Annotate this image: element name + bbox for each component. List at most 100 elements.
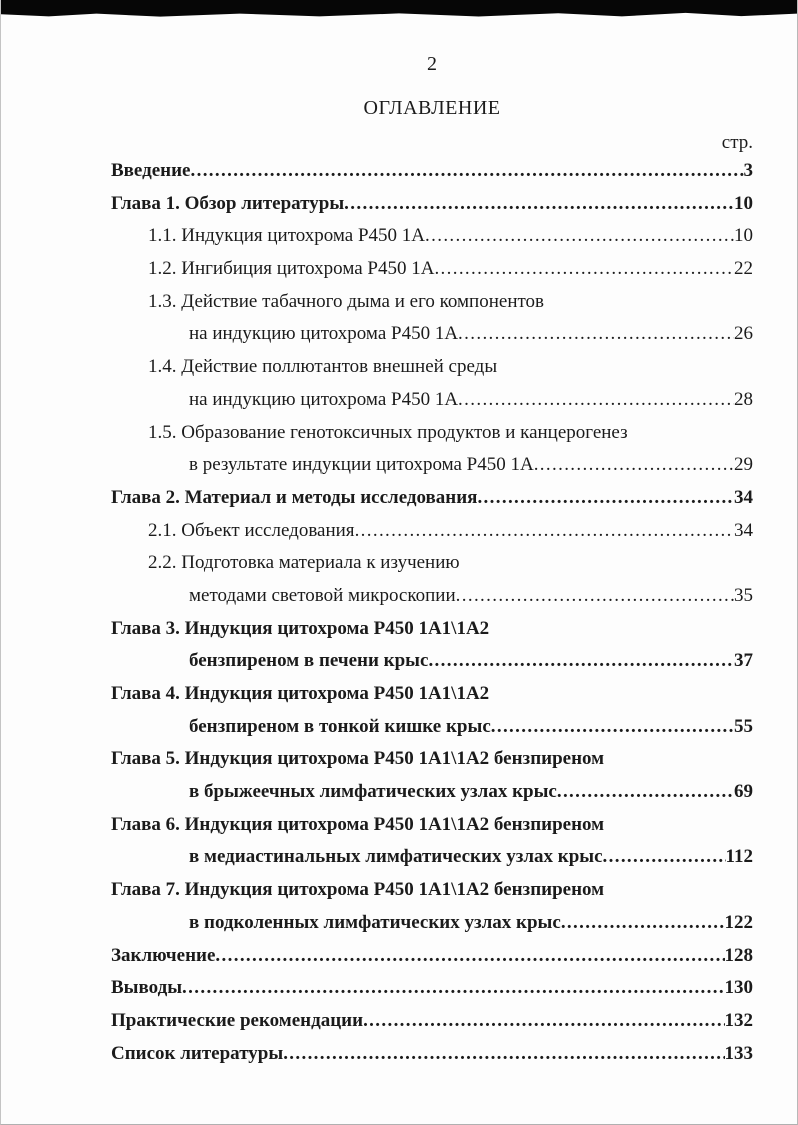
toc-page-number: 55 bbox=[734, 715, 753, 737]
toc-entry-text: 1.3. Действие табачного дыма и его компо… bbox=[148, 290, 545, 312]
toc-row: методами световой микроскопии 35 bbox=[111, 580, 753, 613]
toc-row: 1.1. Индукция цитохрома P450 1A 10 bbox=[111, 220, 753, 253]
toc-page-number: 130 bbox=[724, 977, 754, 999]
dot-leader bbox=[428, 645, 734, 678]
toc-row: 1.5. Образование генотоксичных продуктов… bbox=[111, 417, 753, 450]
toc-entry-text: в брыжеечных лимфатических узлах крыс bbox=[189, 781, 557, 803]
dot-leader bbox=[561, 907, 725, 940]
toc-entry-text: в результате индукции цитохрома P450 1A bbox=[189, 454, 534, 476]
toc-page-number: 28 bbox=[734, 388, 753, 410]
toc-row: 1.3. Действие табачного дыма и его компо… bbox=[111, 286, 753, 319]
toc-entry-text: методами световой микроскопии bbox=[189, 584, 456, 606]
toc-row: Глава 3. Индукция цитохрома P450 1A1\1A2 bbox=[111, 613, 753, 646]
dot-leader bbox=[283, 1038, 724, 1071]
dot-leader bbox=[425, 220, 734, 253]
toc-row: Глава 7. Индукция цитохрома P450 1A1\1A2… bbox=[111, 874, 753, 907]
toc-entry-text: на индукцию цитохрома P450 1A bbox=[189, 323, 459, 345]
table-of-contents: Введение3Глава 1. Обзор литературы101.1.… bbox=[111, 155, 753, 1070]
toc-row: на индукцию цитохрома P450 1A 26 bbox=[111, 318, 753, 351]
dot-leader bbox=[191, 155, 744, 188]
toc-entry-text: 1.1. Индукция цитохрома P450 1A bbox=[148, 225, 426, 247]
toc-page-number: 34 bbox=[734, 519, 753, 541]
dot-leader bbox=[215, 940, 724, 973]
toc-page-number: 22 bbox=[734, 258, 753, 280]
toc-page-number: 122 bbox=[724, 911, 754, 933]
toc-page-number: 29 bbox=[734, 454, 753, 476]
toc-page-number: 133 bbox=[724, 1042, 754, 1064]
dot-leader bbox=[363, 1005, 724, 1038]
scan-artifact-band bbox=[1, 0, 797, 17]
toc-entry-text: в медиастинальных лимфатических узлах кр… bbox=[189, 846, 603, 868]
toc-row: Глава 4. Индукция цитохрома P450 1A1\1A2 bbox=[111, 678, 753, 711]
toc-row: Глава 2. Материал и методы исследования 3… bbox=[111, 482, 753, 515]
toc-entry-text: Введение bbox=[111, 160, 191, 181]
toc-entry-text: 2.2. Подготовка материала к изучению bbox=[148, 552, 460, 574]
toc-page-number: 3 bbox=[743, 160, 754, 181]
dot-leader bbox=[434, 253, 734, 286]
toc-row: 1.4. Действие поллютантов внешней среды bbox=[111, 351, 753, 384]
toc-page-number: 26 bbox=[734, 323, 753, 345]
toc-row: бензпиреном в печени крыс 37 bbox=[111, 645, 753, 678]
toc-entry-text: бензпиреном в тонкой кишке крыс bbox=[189, 715, 491, 737]
toc-row: 2.1. Объект исследования 34 bbox=[111, 515, 753, 548]
toc-entry-text: Глава 1. Обзор литературы bbox=[111, 192, 345, 214]
dot-leader bbox=[603, 841, 726, 874]
toc-row: Глава 1. Обзор литературы 10 bbox=[111, 188, 753, 221]
toc-page-number: 128 bbox=[724, 944, 754, 966]
toc-entry-text: 2.1. Объект исследования bbox=[148, 519, 355, 541]
toc-row: в результате индукции цитохрома P450 1A 2… bbox=[111, 449, 753, 482]
dot-leader bbox=[355, 515, 734, 548]
dot-leader bbox=[182, 972, 724, 1005]
toc-entry-text: Список литературы bbox=[111, 1042, 284, 1064]
toc-entry-text: Глава 3. Индукция цитохрома P450 1A1\1A2 bbox=[111, 617, 490, 639]
toc-row: бензпиреном в тонкой кишке крыс 55 bbox=[111, 711, 753, 744]
dot-leader bbox=[458, 384, 734, 417]
toc-row: 1.2. Ингибиция цитохрома P450 1A 22 bbox=[111, 253, 753, 286]
dot-leader bbox=[458, 318, 734, 351]
toc-row: Практические рекомендации 132 bbox=[111, 1005, 753, 1038]
dot-leader bbox=[344, 188, 734, 221]
toc-row: в подколенных лимфатических узлах крыс 12… bbox=[111, 907, 753, 940]
toc-entry-text: Практические рекомендации bbox=[111, 1009, 364, 1031]
page-title: ОГЛАВЛЕНИЕ bbox=[363, 97, 501, 119]
toc-entry-text: бензпиреном в печени крыс bbox=[189, 650, 429, 672]
toc-row: Глава 5. Индукция цитохрома P450 1A1\1A2… bbox=[111, 743, 753, 776]
dot-leader bbox=[491, 711, 734, 744]
toc-page-number: 69 bbox=[734, 781, 753, 803]
toc-page-number: 37 bbox=[734, 650, 753, 672]
toc-row: Список литературы 133 bbox=[111, 1038, 753, 1071]
toc-entry-text: Глава 5. Индукция цитохрома P450 1A1\1A2… bbox=[111, 748, 605, 770]
toc-page-number: 34 bbox=[734, 486, 753, 508]
toc-row: в медиастинальных лимфатических узлах кр… bbox=[111, 841, 753, 874]
dot-leader bbox=[534, 449, 734, 482]
page-column-label: стр. bbox=[721, 132, 753, 153]
dot-leader bbox=[557, 776, 734, 809]
toc-entry-text: Глава 6. Индукция цитохрома P450 1A1\1A2… bbox=[111, 813, 605, 835]
toc-page-number: 132 bbox=[724, 1009, 754, 1031]
toc-entry-text: на индукцию цитохрома P450 1A bbox=[189, 388, 459, 410]
toc-page-number: 35 bbox=[734, 584, 753, 606]
toc-page-number: 10 bbox=[734, 225, 753, 247]
toc-entry-text: Глава 4. Индукция цитохрома P450 1A1\1A2 bbox=[111, 683, 490, 704]
toc-entry-text: 1.4. Действие поллютантов внешней среды bbox=[148, 356, 498, 378]
toc-entry-text: 1.5. Образование генотоксичных продуктов… bbox=[148, 421, 628, 443]
toc-entry-text: Глава 2. Материал и методы исследования bbox=[111, 486, 478, 508]
toc-row: Заключение 128 bbox=[111, 940, 753, 973]
toc-entry-text: Глава 7. Индукция цитохрома P450 1A1\1A2… bbox=[111, 879, 605, 901]
toc-row: Выводы 130 bbox=[111, 972, 753, 1005]
dot-leader bbox=[477, 482, 734, 515]
dot-leader bbox=[456, 580, 734, 613]
toc-row: в брыжеечных лимфатических узлах крыс 69 bbox=[111, 776, 753, 809]
toc-row: 2.2. Подготовка материала к изучению bbox=[111, 547, 753, 580]
toc-entry-text: Заключение bbox=[111, 944, 216, 966]
toc-entry-text: в подколенных лимфатических узлах крыс bbox=[189, 911, 561, 933]
toc-row: Глава 6. Индукция цитохрома P450 1A1\1A2… bbox=[111, 809, 753, 842]
toc-row: Введение 3 bbox=[111, 155, 753, 188]
toc-page-number: 112 bbox=[725, 846, 753, 868]
toc-entry-text: Выводы bbox=[111, 977, 183, 999]
page-number: 2 bbox=[427, 53, 437, 75]
toc-row: на индукцию цитохрома P450 1A 28 bbox=[111, 384, 753, 417]
toc-entry-text: 1.2. Ингибиция цитохрома P450 1A bbox=[148, 258, 435, 280]
toc-page-number: 10 bbox=[734, 192, 753, 214]
